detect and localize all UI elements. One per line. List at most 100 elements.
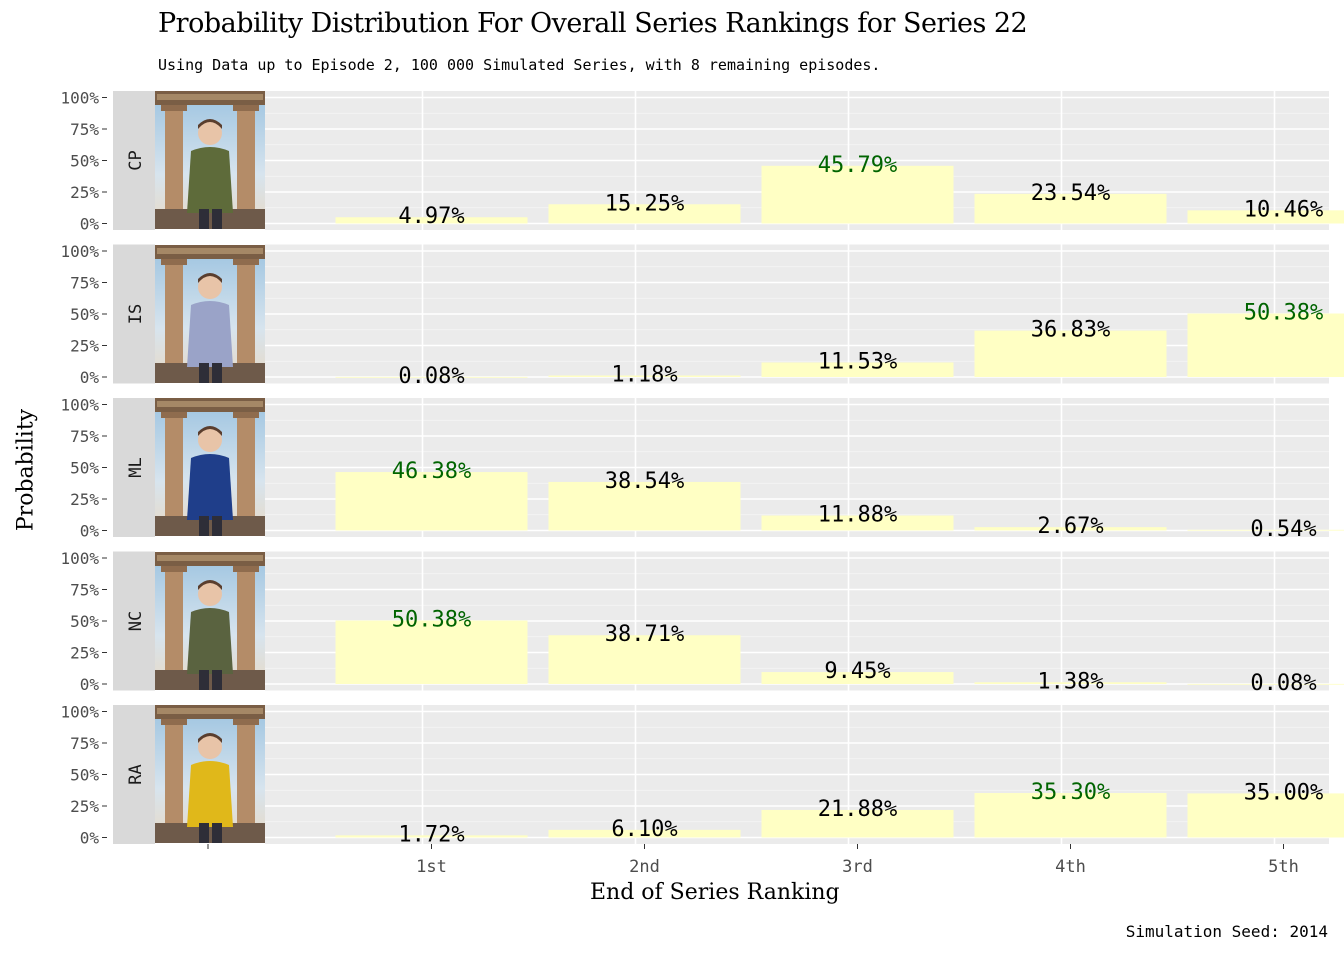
facet-strip-label: RA bbox=[126, 764, 146, 784]
data-label: 2.67% bbox=[1037, 514, 1103, 539]
bar bbox=[761, 809, 954, 838]
bar bbox=[335, 217, 528, 224]
data-label: 10.46% bbox=[1244, 197, 1323, 222]
y-tick-label: 0% bbox=[80, 522, 100, 541]
bar bbox=[1187, 529, 1344, 531]
data-label: 21.88% bbox=[818, 797, 897, 822]
facet-strip bbox=[113, 91, 155, 230]
facet-strip-label: NC bbox=[126, 611, 146, 631]
y-tick-label: 25% bbox=[70, 183, 99, 202]
bar bbox=[761, 515, 954, 531]
data-label: 0.08% bbox=[1250, 671, 1316, 696]
bar bbox=[548, 204, 741, 224]
y-axis-title: Probability bbox=[13, 408, 39, 532]
facet-strip bbox=[113, 244, 155, 384]
y-tick-label: 100% bbox=[60, 396, 99, 415]
contestant-photo bbox=[155, 91, 265, 229]
y-tick-label: 50% bbox=[70, 612, 99, 631]
bar bbox=[974, 793, 1167, 838]
y-tick-label: 25% bbox=[70, 644, 99, 663]
y-tick-label: 0% bbox=[80, 829, 100, 848]
data-label: 9.45% bbox=[824, 659, 890, 684]
facet-strip-label: ML bbox=[126, 457, 146, 477]
data-label: 35.00% bbox=[1244, 780, 1323, 805]
chart-title: Probability Distribution For Overall Ser… bbox=[158, 8, 1028, 39]
facet-strip-label: CP bbox=[126, 150, 146, 170]
bar bbox=[761, 362, 954, 377]
y-tick-label: 25% bbox=[70, 337, 99, 356]
x-tick-label: 1st bbox=[416, 857, 447, 877]
data-label: 38.71% bbox=[605, 622, 684, 647]
bar bbox=[335, 472, 528, 531]
x-axis-title: End of Series Ranking bbox=[590, 880, 840, 905]
bar bbox=[548, 481, 741, 531]
x-tick-label: 4th bbox=[1055, 857, 1086, 877]
data-label: 0.54% bbox=[1250, 517, 1316, 542]
data-label: 11.88% bbox=[818, 503, 897, 528]
data-label: 38.54% bbox=[605, 469, 684, 494]
data-label: 0.08% bbox=[398, 364, 464, 389]
bar bbox=[335, 376, 528, 378]
data-label: 46.38% bbox=[392, 459, 471, 484]
data-label: 50.38% bbox=[1244, 301, 1323, 326]
facet-strip-label: IS bbox=[126, 304, 146, 324]
y-tick-label: 100% bbox=[60, 89, 99, 108]
bar bbox=[974, 682, 1167, 684]
data-label: 4.97% bbox=[398, 204, 464, 229]
y-tick-label: 50% bbox=[70, 766, 99, 785]
y-tick-label: 100% bbox=[60, 549, 99, 568]
bar bbox=[974, 193, 1167, 224]
bar bbox=[974, 527, 1167, 531]
contestant-photo bbox=[155, 244, 265, 383]
bar bbox=[335, 835, 528, 838]
bar bbox=[1187, 793, 1344, 838]
chart-caption: Simulation Seed: 2014 bbox=[1125, 922, 1328, 941]
y-tick-label: 0% bbox=[80, 215, 100, 234]
y-tick-label: 0% bbox=[80, 368, 100, 387]
x-tick-label: 3rd bbox=[842, 857, 873, 877]
bar bbox=[761, 672, 954, 684]
y-tick-label: 50% bbox=[70, 459, 99, 478]
y-tick-label: 25% bbox=[70, 490, 99, 509]
contestant-photo bbox=[155, 398, 265, 536]
bar bbox=[548, 635, 741, 684]
y-tick-label: 75% bbox=[70, 427, 99, 446]
y-tick-label: 25% bbox=[70, 797, 99, 816]
facet-strip bbox=[113, 705, 155, 844]
bar bbox=[761, 165, 954, 224]
bar bbox=[548, 829, 741, 838]
contestant-photo bbox=[155, 705, 265, 843]
data-label: 15.25% bbox=[605, 191, 684, 216]
chart-subtitle: Using Data up to Episode 2, 100 000 Simu… bbox=[158, 56, 881, 74]
data-label: 1.38% bbox=[1037, 669, 1103, 694]
data-label: 36.83% bbox=[1031, 318, 1110, 343]
y-tick-label: 100% bbox=[60, 703, 99, 722]
data-label: 11.53% bbox=[818, 349, 897, 374]
facet-strip bbox=[113, 551, 155, 691]
bar bbox=[974, 330, 1167, 377]
bar bbox=[1187, 683, 1344, 685]
y-tick-label: 100% bbox=[60, 242, 99, 261]
x-tick-label: 5th bbox=[1268, 857, 1299, 877]
bar bbox=[548, 375, 741, 377]
bar bbox=[1187, 210, 1344, 224]
y-tick-label: 50% bbox=[70, 305, 99, 324]
bar bbox=[335, 620, 528, 684]
y-tick-label: 50% bbox=[70, 152, 99, 171]
data-label: 6.10% bbox=[611, 817, 677, 842]
bar bbox=[1187, 313, 1344, 377]
contestant-photo bbox=[155, 551, 265, 690]
y-tick-label: 75% bbox=[70, 120, 99, 139]
facet-strip bbox=[113, 398, 155, 537]
data-label: 1.18% bbox=[611, 363, 677, 388]
y-tick-label: 0% bbox=[80, 675, 100, 694]
data-label: 50.38% bbox=[392, 608, 471, 633]
x-tick-label: 2nd bbox=[629, 857, 660, 877]
data-label: 45.79% bbox=[818, 153, 897, 178]
y-tick-label: 75% bbox=[70, 274, 99, 293]
y-tick-label: 75% bbox=[70, 581, 99, 600]
data-label: 23.54% bbox=[1031, 181, 1110, 206]
data-label: 1.72% bbox=[398, 822, 464, 847]
y-tick-label: 75% bbox=[70, 734, 99, 753]
